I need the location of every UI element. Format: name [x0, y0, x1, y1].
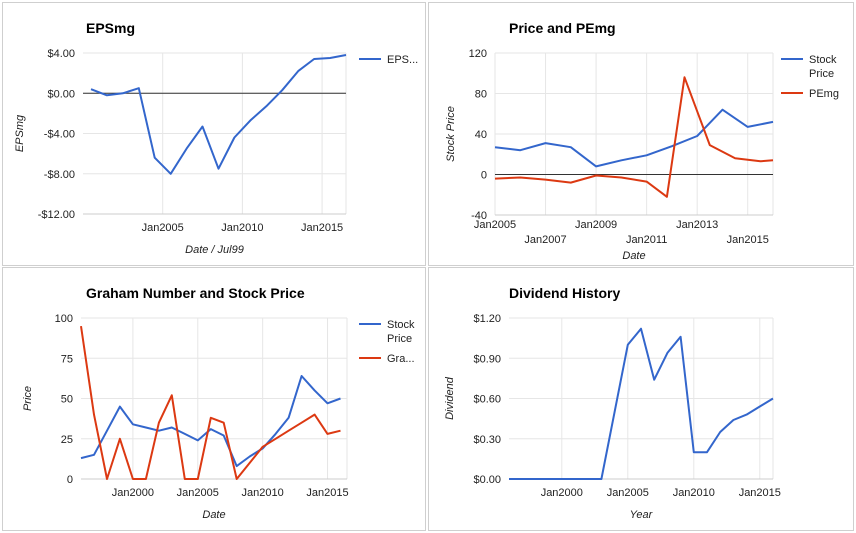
y-tick-label: 120: [469, 48, 487, 60]
x-tick-label: Jan2007: [524, 234, 566, 246]
y-tick-label: 50: [61, 394, 73, 406]
x-tick-label: Jan2015: [306, 487, 348, 499]
x-tick-label: Jan2013: [676, 219, 718, 231]
series-line: [494, 76, 774, 198]
y-tick-label: $0.30: [473, 434, 501, 446]
y-tick-label: 25: [61, 434, 73, 446]
y-axis-title: Stock Price: [445, 106, 457, 162]
legend-label: Gra...: [387, 353, 415, 365]
legend-label-line: Price: [809, 68, 834, 80]
y-tick-label: 80: [475, 89, 487, 101]
x-tick-label: Jan2000: [112, 487, 154, 499]
chart-panel-dividend: Dividend History $1.20 $0.90 $0.60 $0.30 $0.0…: [428, 267, 854, 531]
series-line: [90, 54, 347, 175]
x-tick-label: Jan2010: [673, 487, 715, 499]
chart-title: Dividend History: [509, 285, 620, 301]
chart-panel-eps: EPSmg $4.00 $0.00 -$4.00 -$8.00 -$12.00 Jan200…: [2, 2, 426, 266]
x-tick-label: Jan2005: [474, 219, 516, 231]
series-line: [494, 108, 774, 168]
y-tick-label: 0: [67, 474, 73, 486]
chart-panel-graham: Graham Number and Stock Price 100 75 50 25 0 J…: [2, 267, 426, 531]
legend-label: EPS...: [387, 54, 418, 66]
x-tick-label: Jan2011: [626, 234, 667, 246]
x-tick-label: Jan2005: [142, 222, 184, 234]
y-tick-label: 0: [481, 170, 487, 182]
x-tick-label: Jan2000: [541, 487, 583, 499]
y-axis-title: EPSmg: [14, 114, 26, 152]
x-axis-title: Date: [622, 250, 645, 262]
y-tick-label: $1.20: [473, 313, 501, 325]
x-axis-title: Date / Jul99: [185, 244, 244, 256]
y-axis-title: Dividend: [444, 376, 456, 420]
x-tick-label: Jan2005: [177, 487, 219, 499]
y-axis-title: Price: [22, 386, 34, 411]
chart-dividend: Dividend History $1.20 $0.90 $0.60 $0.30 $0.0…: [444, 285, 781, 521]
x-tick-label: Jan2015: [739, 487, 781, 499]
y-tick-label: $0.00: [47, 88, 75, 100]
y-tick-label: -40: [471, 210, 487, 222]
y-tick-label: $0.90: [473, 353, 501, 365]
chart-eps: EPSmg $4.00 $0.00 -$4.00 -$8.00 -$12.00 Jan200…: [14, 20, 418, 256]
legend-label: PEmg: [809, 88, 839, 100]
x-axis-title: Year: [630, 509, 654, 521]
y-tick-label: $0.60: [473, 394, 501, 406]
y-tick-label: -$12.00: [38, 209, 75, 221]
legend-label-line: Price: [387, 333, 412, 345]
chart-title: EPSmg: [86, 20, 135, 36]
y-tick-label: 40: [475, 129, 487, 141]
x-tick-label: Jan2010: [242, 487, 284, 499]
y-tick-label: 100: [55, 313, 73, 325]
y-tick-label: -$4.00: [44, 129, 75, 141]
y-tick-label: 75: [61, 353, 73, 365]
legend-label: Stock Price: [387, 319, 415, 345]
x-tick-label: Jan2005: [607, 487, 649, 499]
series-line: [80, 325, 341, 480]
x-tick-label: Jan2015: [727, 234, 769, 246]
series-line: [509, 327, 774, 480]
legend-label-line: Stock: [387, 319, 415, 331]
x-tick-label: Jan2010: [221, 222, 263, 234]
x-tick-label: Jan2015: [301, 222, 343, 234]
chart-title: Price and PEmg: [509, 20, 616, 36]
legend-label-line: Stock: [809, 54, 837, 66]
chart-title: Graham Number and Stock Price: [86, 285, 305, 301]
chart-graham: Graham Number and Stock Price 100 75 50 25 0 J…: [22, 285, 415, 521]
chart-panel-price-pe: Price and PEmg 120 80 40 0 -40 Jan2005 Jan2007 J…: [428, 2, 854, 266]
y-tick-label: -$8.00: [44, 169, 75, 181]
legend-label: Stock Price: [809, 54, 837, 80]
y-tick-label: $0.00: [473, 474, 501, 486]
x-axis-title: Date: [202, 509, 225, 521]
y-tick-label: $4.00: [47, 48, 75, 60]
x-tick-label: Jan2009: [575, 219, 617, 231]
series-line: [80, 375, 341, 468]
